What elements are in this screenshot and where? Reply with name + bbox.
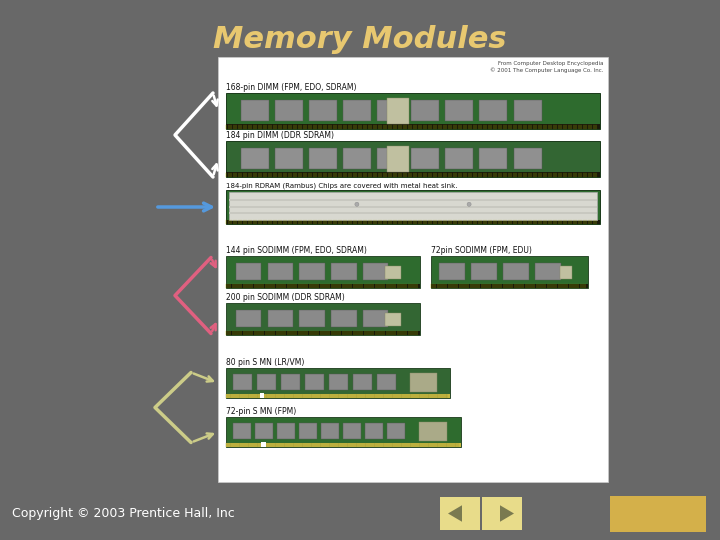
Bar (329, 374, 348, 389)
Bar (446, 148, 473, 169)
Bar (513, 100, 541, 121)
Text: 168-pin DIMM (FPM, EDO, SDRAM): 168-pin DIMM (FPM, EDO, SDRAM) (226, 83, 356, 92)
Bar (275, 148, 303, 169)
Bar (226, 394, 450, 398)
Bar (503, 263, 529, 280)
Bar (255, 423, 273, 438)
Circle shape (467, 202, 471, 206)
Text: Memory Modules: Memory Modules (213, 25, 507, 55)
Text: 72-pin S MN (FPM): 72-pin S MN (FPM) (226, 407, 296, 416)
Text: 200 pin SODIMM (DDR SDRAM): 200 pin SODIMM (DDR SDRAM) (226, 293, 345, 302)
Bar (411, 100, 439, 121)
Bar (305, 374, 324, 389)
Text: 184 pin DIMM (DDR SDRAM): 184 pin DIMM (DDR SDRAM) (226, 131, 334, 140)
Bar (218, 57, 608, 482)
Bar (229, 212, 597, 214)
Bar (377, 148, 405, 169)
Bar (241, 148, 269, 169)
Bar (235, 263, 261, 280)
Circle shape (355, 202, 359, 206)
Bar (363, 263, 388, 280)
Bar (536, 263, 561, 280)
Bar (559, 266, 572, 279)
Bar (275, 100, 303, 121)
Polygon shape (448, 505, 462, 522)
Bar (387, 98, 409, 124)
Bar (446, 100, 473, 121)
Bar (377, 100, 405, 121)
Bar (431, 256, 588, 288)
Bar (226, 442, 461, 447)
Bar (300, 310, 325, 327)
Bar (343, 148, 371, 169)
Bar (281, 374, 300, 389)
Bar (261, 442, 266, 447)
Bar (353, 374, 372, 389)
Bar (226, 303, 420, 335)
Bar (229, 206, 597, 208)
Bar (241, 100, 269, 121)
Text: Copyright © 2003 Prentice Hall, Inc: Copyright © 2003 Prentice Hall, Inc (12, 508, 235, 521)
Bar (233, 423, 251, 438)
Bar (268, 310, 293, 327)
Bar (610, 496, 706, 532)
Bar (363, 310, 388, 327)
Bar (309, 148, 337, 169)
Bar (300, 263, 325, 280)
Bar (226, 417, 461, 447)
Bar (257, 374, 276, 389)
Bar (226, 172, 600, 177)
Bar (480, 148, 508, 169)
Bar (377, 374, 396, 389)
Bar (309, 100, 337, 121)
Bar (387, 423, 405, 438)
Bar (471, 263, 497, 280)
Bar (482, 497, 522, 530)
Bar (440, 497, 480, 530)
Bar (226, 141, 600, 177)
Bar (226, 124, 600, 129)
Bar (0, 488, 720, 540)
Bar (226, 256, 420, 288)
Bar (321, 423, 339, 438)
Bar (410, 373, 436, 392)
Bar (431, 284, 588, 288)
Text: 72pin SODIMM (FPM, EDU): 72pin SODIMM (FPM, EDU) (431, 246, 532, 255)
Bar (226, 93, 600, 129)
Bar (480, 100, 508, 121)
Bar (419, 422, 447, 441)
Bar (229, 199, 597, 201)
Text: 80 pin S MN (LR/VM): 80 pin S MN (LR/VM) (226, 358, 305, 367)
Bar (343, 423, 361, 438)
Bar (260, 393, 264, 398)
Bar (299, 423, 317, 438)
Text: From Computer Desktop Encyclopedia
© 2001 The Computer Language Co. Inc.: From Computer Desktop Encyclopedia © 200… (490, 61, 604, 73)
Bar (226, 330, 420, 335)
Bar (365, 423, 383, 438)
Bar (387, 146, 409, 172)
Bar (226, 220, 600, 224)
Bar (385, 266, 400, 279)
Polygon shape (500, 505, 514, 522)
Bar (268, 263, 293, 280)
Bar (331, 263, 356, 280)
Bar (513, 148, 541, 169)
Bar (411, 148, 439, 169)
Bar (229, 192, 597, 220)
Bar (226, 284, 420, 288)
Bar (331, 310, 356, 327)
Bar (439, 263, 464, 280)
Bar (277, 423, 294, 438)
Text: 144 pin SODIMM (FPM, EDO, SDRAM): 144 pin SODIMM (FPM, EDO, SDRAM) (226, 246, 367, 255)
Bar (385, 313, 400, 326)
Bar (226, 190, 600, 224)
Text: 184-pin RDRAM (Rambus) Chips are covered with metal heat sink.: 184-pin RDRAM (Rambus) Chips are covered… (226, 183, 457, 189)
Bar (226, 368, 450, 398)
Bar (235, 310, 261, 327)
Bar (233, 374, 252, 389)
Bar (343, 100, 371, 121)
